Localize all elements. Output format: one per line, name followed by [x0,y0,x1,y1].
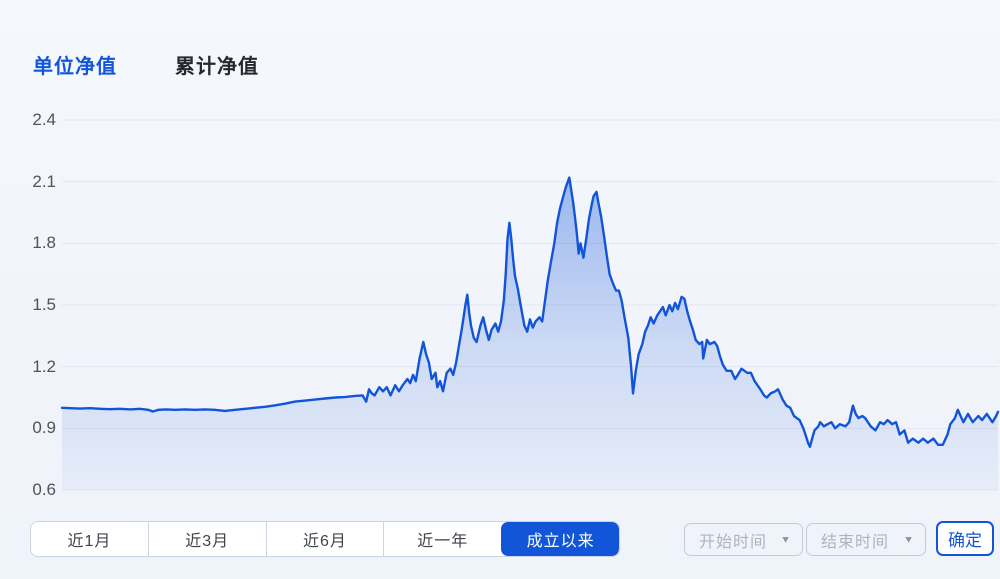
y-tick-label: 2.1 [32,171,56,191]
range-tab-3m[interactable]: 近3月 [147,522,266,556]
nav-tabs: 单位净值 累计净值 [33,50,259,79]
y-tick-label: 1.5 [32,295,56,314]
confirm-button[interactable]: 确定 [936,521,994,556]
y-tick-label: 2.4 [32,110,56,129]
y-tick-label: 1.8 [32,233,56,253]
y-tick-label: 0.6 [32,480,56,499]
tab-unit-net-value[interactable]: 单位净值 [33,56,117,78]
y-tick-label: 1.2 [32,356,56,376]
range-toolbar: 近1月 近3月 近6月 近一年 成立以来 开始时间 ▼ 结束时间 ▼ 确定 [0,521,1000,559]
range-tab-1y[interactable]: 近一年 [383,522,501,556]
area-fill [62,177,998,490]
line-series [60,176,1000,448]
range-selector: 近1月 近3月 近6月 近一年 成立以来 [30,521,620,557]
end-date-placeholder: 结束时间 [821,533,890,551]
y-tick-label: 0.9 [32,418,56,438]
range-tab-inception[interactable]: 成立以来 [501,522,619,556]
end-date-select[interactable]: 结束时间 ▼ [806,523,926,556]
range-tab-6m[interactable]: 近6月 [265,522,384,556]
start-date-select[interactable]: 开始时间 ▼ [684,523,803,556]
range-tab-1m[interactable]: 近1月 [67,533,112,550]
chevron-down-icon: ▼ [780,534,791,545]
start-date-placeholder: 开始时间 [699,533,768,551]
tab-cumulative-net-value[interactable]: 累计净值 [175,56,259,78]
chevron-down-icon: ▼ [903,534,914,545]
